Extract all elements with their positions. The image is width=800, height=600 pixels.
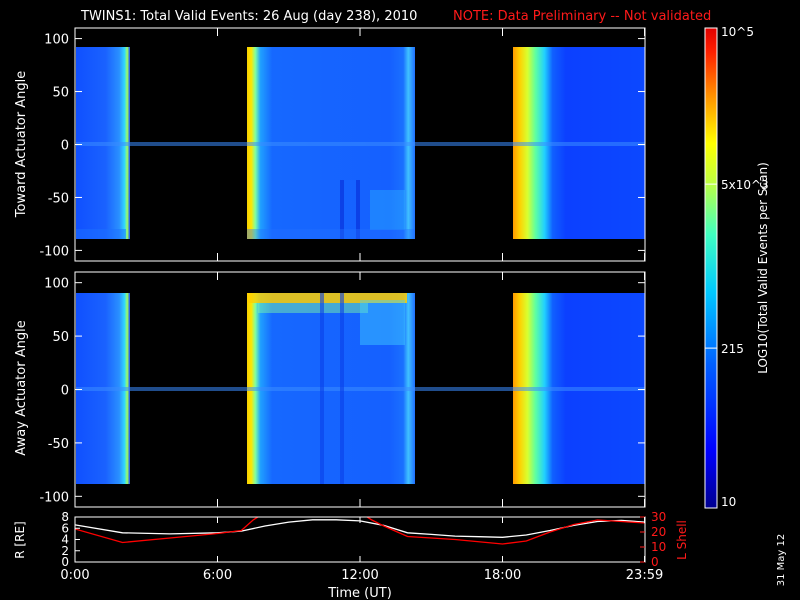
y-tick-label: 0: [61, 384, 69, 399]
x-axis-label: Time (UT): [327, 586, 392, 600]
y-tick-label: -50: [48, 437, 69, 452]
x-tick-label: 6:00: [203, 568, 232, 583]
left-y-tick-label: 4: [61, 533, 69, 547]
away-zero-band: [76, 387, 645, 391]
left-y-tick-label: 6: [61, 521, 69, 535]
colorbar-tick-label: 10: [721, 495, 736, 509]
colorbar: 10 215 5x10^3 10^5 LOG10(Total Valid Events…: [704, 25, 770, 509]
toward-zero-band: [76, 142, 645, 146]
y-tick-label: 50: [52, 86, 69, 101]
chart-title: TWINS1: Total Valid Events: 26 Aug (day …: [80, 9, 417, 24]
y-tick-label: -50: [48, 191, 69, 206]
y-tick-label: 50: [52, 330, 69, 345]
y-tick-label: -100: [39, 490, 69, 505]
toward-heatmap-panel: 100 50 0 -50 -100 Toward Actuator Angle: [14, 27, 646, 262]
colorbar-gradient: [704, 27, 718, 509]
right-y-tick-label: 10: [651, 540, 666, 554]
colorbar-tick-label: 5x10^3: [721, 178, 769, 192]
y-tick-label: 100: [44, 277, 69, 292]
left-y-tick-label: 8: [61, 510, 69, 524]
y-tick-label: -100: [39, 244, 69, 259]
colorbar-tick-label: 215: [721, 342, 744, 356]
date-stamp: 31 May 12: [776, 534, 787, 586]
x-tick-label: 18:00: [484, 568, 521, 583]
l-shell-series-line: [75, 517, 645, 545]
left-y-tick-label: 2: [61, 544, 69, 558]
colorbar-tick-label: 10^5: [721, 25, 754, 39]
right-y-tick-label: 30: [651, 510, 666, 524]
away-heatmap-panel: 100 50 0 -50 -100 Away Actuator Angle: [14, 271, 646, 508]
right-y-tick-label: 0: [651, 555, 659, 569]
x-tick-label: 23:59: [626, 568, 663, 583]
y-tick-label: 0: [61, 139, 69, 154]
x-tick-label: 12:00: [341, 568, 378, 583]
y-tick-label: 100: [44, 33, 69, 48]
r-axis-label: R [RE]: [13, 521, 27, 558]
away-axis-label: Away Actuator Angle: [14, 320, 29, 455]
x-tick-label: 0:00: [60, 568, 89, 583]
preliminary-note: NOTE: Data Preliminary -- Not validated: [453, 9, 711, 24]
colorbar-label: LOG10(Total Valid Events per Scan): [756, 162, 770, 374]
left-y-tick-label: 0: [61, 555, 69, 569]
right-y-tick-label: 20: [651, 525, 666, 539]
l-shell-axis-label: L Shell: [675, 520, 689, 560]
toward-axis-label: Toward Actuator Angle: [14, 71, 29, 218]
